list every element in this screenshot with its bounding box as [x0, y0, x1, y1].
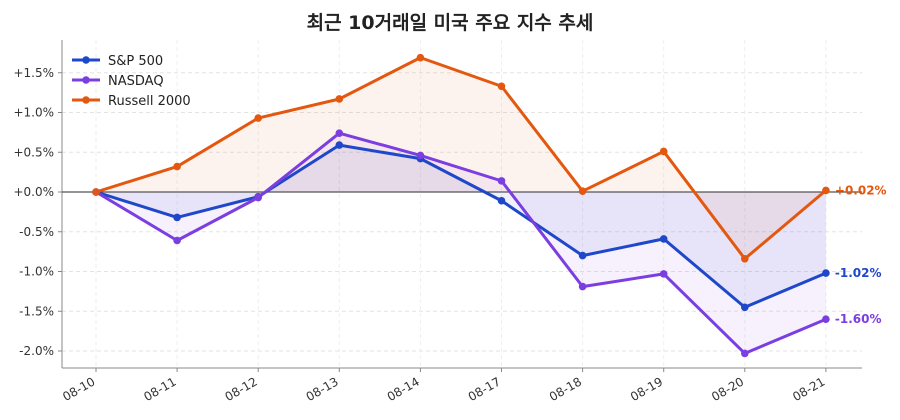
data-point: [578, 282, 587, 291]
data-point: [497, 177, 506, 185]
series-area-2: [96, 57, 826, 259]
data-point: [659, 235, 668, 243]
y-tick-label: +1.5%: [13, 66, 54, 80]
data-point: [497, 82, 506, 91]
data-point: [659, 270, 668, 278]
x-tick-label: 08-21: [790, 374, 827, 404]
x-tick-label: 08-17: [466, 374, 503, 404]
data-point: [741, 254, 749, 263]
end-value-label: +0.02%: [835, 183, 887, 197]
x-tick-label: 08-12: [222, 374, 259, 404]
series-line-2: [95, 56, 827, 261]
series-line-0: [95, 143, 827, 309]
data-point: [173, 236, 181, 245]
x-tick-label: 08-18: [547, 374, 584, 404]
data-point: [254, 193, 262, 202]
y-tick-label: +0.5%: [13, 145, 54, 159]
y-tick-label: +1.0%: [13, 106, 54, 120]
data-point: [822, 186, 830, 195]
data-point: [822, 315, 830, 324]
data-point: [92, 188, 100, 196]
legend-marker: [82, 56, 90, 64]
data-point: [578, 187, 587, 196]
x-tick-label: 08-14: [385, 374, 422, 404]
data-point: [416, 151, 425, 160]
data-point: [173, 213, 181, 222]
data-point: [416, 53, 425, 62]
data-point: [497, 196, 506, 205]
data-point: [659, 147, 668, 156]
legend-marker: [82, 76, 90, 84]
x-tick-label: 08-20: [709, 374, 746, 404]
series-area-0: [96, 145, 826, 308]
end-value-label: -1.02%: [835, 266, 882, 280]
legend-label: S&P 500: [108, 54, 163, 69]
y-tick-label: -0.5%: [19, 225, 54, 239]
y-tick-label: -1.5%: [19, 304, 54, 318]
y-tick-label: -1.0%: [19, 265, 54, 279]
x-tick-label: 08-19: [628, 374, 665, 404]
legend-label: NASDAQ: [108, 74, 164, 89]
x-tick-label: 08-13: [304, 374, 341, 404]
data-point: [173, 162, 181, 171]
x-tick-label: 08-11: [141, 374, 178, 404]
data-point: [741, 303, 749, 312]
chart-title: 최근 10거래일 미국 주요 지수 추세: [306, 12, 594, 34]
y-tick-label: +0.0%: [13, 185, 54, 199]
data-point: [335, 141, 344, 149]
data-point: [335, 129, 344, 137]
data-point: [335, 95, 344, 103]
legend-label: Russell 2000: [108, 94, 191, 109]
series-line-1: [95, 131, 827, 355]
series-area-1: [96, 133, 826, 354]
y-tick-label: -2.0%: [19, 344, 54, 358]
data-point: [578, 251, 587, 260]
end-value-label: -1.60%: [835, 312, 882, 326]
data-point: [822, 269, 830, 277]
data-point: [254, 114, 262, 122]
legend-marker: [82, 96, 90, 104]
x-tick-label: 08-10: [60, 374, 97, 404]
data-point: [741, 349, 749, 358]
